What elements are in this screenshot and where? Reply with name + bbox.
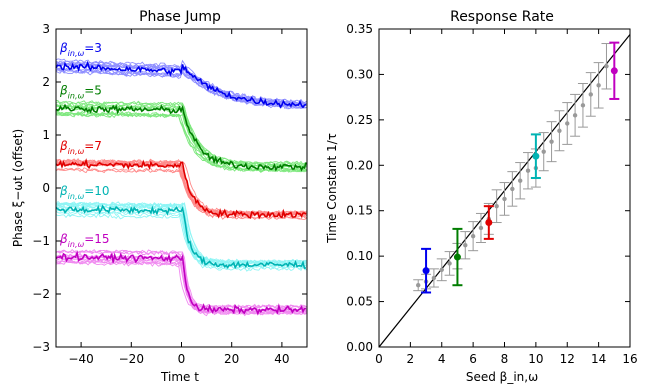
x-axis-label: Seed β_in,ω [466,370,538,384]
trial-trace [55,59,308,104]
gray-point-marker [431,275,437,281]
mean-trace [55,60,307,109]
series-label: βin,ω=15 [59,232,110,249]
x-tick-label: 12 [560,352,575,366]
gray-point-marker [565,121,570,126]
highlight-point-marker [532,152,540,160]
y-tick-label: −3 [32,340,50,354]
trial-trace [55,99,308,165]
axis-ticks: 0 2 4 6 8 10 12 14 16 0.00 0.05 0.10 0.15 0.20 0.25 0.3… [346,22,637,366]
x-tick-label: 8 [501,352,509,366]
gray-point-marker [494,203,499,209]
gray-point-marker [549,139,554,144]
x-tick-label: 4 [438,352,446,366]
y-tick-label: 0 [42,181,50,195]
y-tick-label: 0.25 [346,113,373,127]
series-label: βin,ω=5 [59,84,102,101]
gray-point-marker [502,196,507,202]
x-tick-label: 0 [375,352,383,366]
gray-point-marker [510,186,515,192]
highlight-point-marker [610,67,618,75]
trial-trace [55,112,308,173]
response-rate-panel: Response Rate Time Constant 1/τ Seed β_i… [325,9,638,384]
x-axis-label: Time t [160,370,199,384]
y-tick-label: 0.30 [346,67,373,81]
gray-point-marker [478,225,484,231]
mean-trace [55,158,307,220]
gray-point-marker [604,64,609,69]
point-group [413,41,620,294]
trial-trace [55,102,308,167]
gray-point-marker [525,168,531,173]
trial-trace [55,201,308,265]
y-tick-label: 3 [42,22,50,36]
trial-trace [55,248,308,309]
gray-point-marker [439,267,444,272]
highlight-point-marker [453,253,461,261]
trace-group [55,58,308,317]
x-tick-label: 20 [224,352,239,366]
phase-jump-panel: Phase Jump Phase ξ−ωt (offset) Time t βi… [11,9,308,384]
highlight-point-marker [485,219,493,227]
y-tick-label: 0.15 [346,204,373,218]
gray-point-marker [557,128,562,133]
y-tick-label: 0.20 [346,158,373,172]
plot-frame [55,28,308,348]
y-tick-label: 2 [42,75,50,89]
gray-point-marker [588,92,593,97]
trial-trace [55,111,308,173]
mean-trace [55,204,307,270]
x-tick-label: 16 [622,352,637,366]
y-tick-label: 0.35 [346,22,373,36]
x-tick-label: 40 [274,352,289,366]
gray-point-marker [416,283,421,288]
gray-point-marker [470,233,476,239]
y-tick-label: 1 [42,128,50,142]
y-axis-label-text: Time Constant 1/τ [325,133,339,244]
y-tick-label: −1 [32,234,50,248]
chart-title: Phase Jump [139,9,221,25]
series-label: βin,ω=7 [59,139,102,156]
y-tick-label: 0.00 [346,340,373,354]
series-label: βin,ω=3 [59,41,102,58]
gray-point-marker [580,103,586,108]
gray-point-marker [447,261,452,266]
x-tick-label: 10 [528,352,543,366]
y-tick-label: 0.10 [346,249,373,263]
x-tick-label: −40 [68,352,93,366]
x-tick-label: −20 [119,352,144,366]
mean-trace [55,250,307,316]
trial-trace [55,102,308,168]
trial-trace [55,250,308,311]
axis-ticks: −40 −20 0 20 40 −3 −2 −1 0 1 2 3 [32,22,307,366]
x-tick-label: 2 [407,352,415,366]
series-label: βin,ω=10 [59,184,110,201]
x-tick-label: 6 [469,352,477,366]
plot-frame [378,28,631,348]
x-tick-label: 14 [591,352,606,366]
chart-title: Response Rate [450,9,554,25]
gray-point-marker [572,113,578,118]
mean-trace [55,103,307,172]
trial-trace [55,100,308,165]
gray-point-marker [463,243,468,248]
trial-trace [55,259,308,317]
y-tick-label: −2 [32,287,50,301]
y-axis-label: Phase ξ−ωt (offset) [11,129,25,247]
y-axis-label-text: Phase ξ−ωt (offset) [11,129,25,247]
gray-point-marker [596,83,601,88]
y-axis-label: Time Constant 1/τ [325,133,339,244]
y-tick-label: 0.05 [346,295,373,309]
highlight-point-marker [422,267,430,275]
x-tick-label: 0 [178,352,186,366]
series-labels: βin,ω=3 βin,ω=5 βin,ω=7 βin,ω=10 βin,ω=15 [59,41,110,249]
gray-point-marker [541,149,546,154]
trial-trace [55,158,308,215]
gray-point-marker [517,178,523,183]
